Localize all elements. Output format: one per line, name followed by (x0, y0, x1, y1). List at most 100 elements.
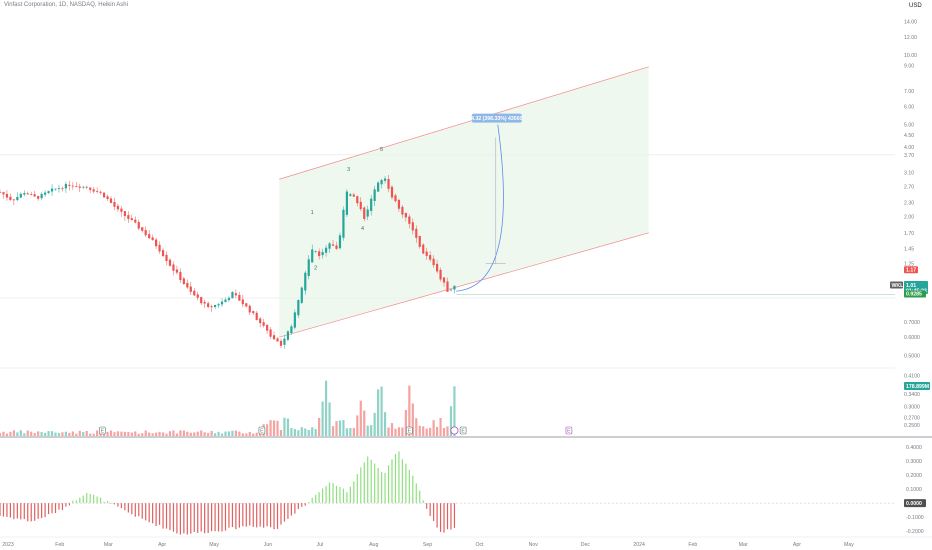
candle-body (61, 188, 64, 190)
candle-body (203, 301, 206, 304)
oscillator-bar (138, 503, 140, 517)
volume-bar (276, 420, 279, 436)
volume-bar (231, 430, 234, 436)
oscillator-bar (2, 503, 5, 517)
oscillator-bar (446, 503, 449, 530)
oscillator-bar (391, 459, 393, 504)
oscillator-bar (152, 503, 154, 524)
candle-body (269, 329, 272, 337)
volume-bar (449, 406, 453, 436)
trend-channel[interactable] (279, 66, 649, 338)
volume-bar (415, 418, 418, 436)
volume-bar (40, 432, 43, 436)
oscillator-bar (27, 503, 29, 522)
candle-body (359, 201, 362, 209)
candle-body (207, 303, 210, 308)
currency-label[interactable]: USD (909, 3, 922, 9)
volume-bar (57, 432, 61, 436)
wave-label-3: 3 (347, 167, 350, 173)
low-price-tag (904, 290, 926, 298)
candle-body (429, 255, 432, 260)
price-axis-label: 0.2700 (904, 415, 920, 421)
oscillator-bar (100, 497, 102, 504)
oscillator-bar (263, 503, 265, 528)
volume-bar (75, 433, 78, 436)
price-axis-label: 0.4100 (904, 373, 920, 379)
candle-body (161, 250, 165, 257)
candle-body (366, 209, 369, 217)
candle-body (148, 234, 151, 239)
volume-bar (373, 412, 376, 436)
earnings-event-marker (99, 426, 106, 435)
oscillator-bar (429, 503, 431, 517)
volume-bar (245, 433, 248, 436)
volume-bar (248, 431, 251, 436)
oscillator-bar (65, 503, 67, 507)
price-axis-label: 5.00 (904, 123, 914, 129)
candle-body (300, 287, 303, 303)
candle-body (68, 184, 71, 186)
candle-body (266, 325, 269, 331)
candle-body (54, 188, 57, 190)
candle-body (89, 187, 92, 190)
price-axis-label: 0.7000 (904, 320, 920, 326)
volume-bar (321, 401, 324, 436)
candle-body (200, 297, 203, 304)
candle-body (196, 294, 199, 298)
candle-body (422, 244, 425, 254)
oscillator-bar (335, 485, 338, 504)
price-candles (0, 174, 456, 349)
oscillator-bar (453, 503, 456, 528)
current-price-text: 1.01 (906, 283, 916, 289)
volume-bar (404, 409, 407, 436)
price-axis-label: 4.00 (904, 145, 914, 151)
candle-body (279, 340, 283, 346)
candle-body (411, 222, 414, 231)
volume-bar (106, 431, 109, 436)
candle-body (127, 215, 130, 220)
volume-bar (47, 431, 50, 436)
volume-bar (116, 431, 120, 436)
volume-bar (30, 431, 33, 436)
earnings-event-marker (565, 426, 573, 435)
oscillator-bar (179, 503, 181, 535)
oscillator-bar (443, 503, 445, 533)
volume-bar (356, 415, 359, 436)
candle-body (328, 243, 331, 249)
oscillator-bar (13, 503, 15, 520)
candle-body (262, 322, 265, 326)
oscillator-bar (408, 469, 410, 504)
oscillator-bar (412, 475, 414, 504)
candle-body (241, 299, 244, 305)
candle-body (401, 206, 404, 215)
oscillator-bar (363, 462, 365, 504)
oscillator-bar (367, 456, 369, 504)
time-axis-label: Nov (529, 542, 539, 548)
time-axis-label: Mar (739, 542, 748, 548)
oscillator-bar (148, 503, 150, 523)
candle-body (345, 191, 348, 215)
candle-body (50, 188, 54, 192)
volume-bar (283, 417, 286, 436)
oscillator-bar (162, 503, 164, 529)
volume-bar (217, 431, 220, 436)
drawings-layer[interactable]: 1 2 3 4 5 4.32 (398.33%) 43560 (311, 113, 895, 295)
candle-body (172, 264, 175, 271)
volume-bar (186, 431, 189, 436)
volume-bar (394, 428, 397, 436)
oscillator-bar (228, 503, 230, 528)
oscillator-bar (120, 503, 123, 509)
oscillator-bar (155, 503, 157, 526)
volume-bar (64, 431, 68, 436)
oscillator-bar (37, 503, 39, 519)
candle-body (213, 304, 217, 308)
oscillator-bar (287, 503, 289, 519)
candle-body (193, 290, 196, 296)
volume-bar (196, 431, 199, 436)
dividend-event-marker (450, 426, 459, 435)
candle-body (37, 195, 40, 199)
price-axis-label: 0.5000 (904, 354, 920, 360)
oscillator-bar (0, 503, 1, 516)
